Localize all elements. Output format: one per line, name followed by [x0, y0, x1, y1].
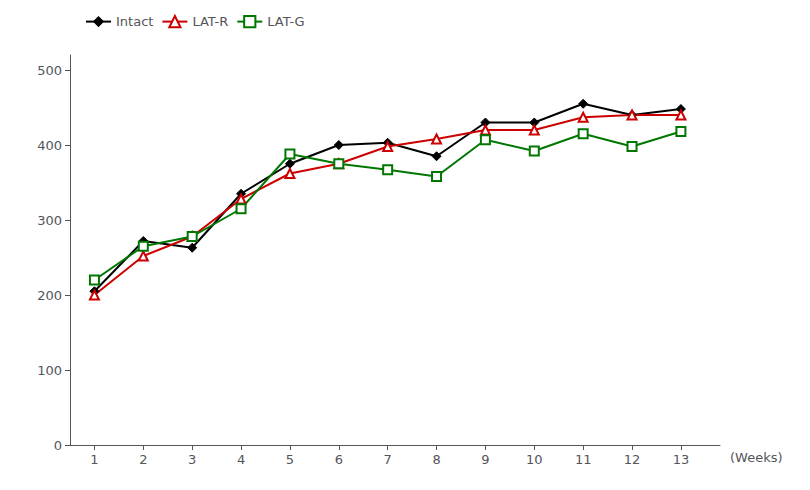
svg-text:0: 0 [54, 438, 62, 453]
svg-text:12: 12 [624, 452, 641, 467]
svg-text:500: 500 [37, 63, 62, 78]
svg-text:LAT-G: LAT-G [267, 14, 304, 29]
svg-text:9: 9 [481, 452, 489, 467]
svg-text:Intact: Intact [116, 14, 153, 29]
svg-text:100: 100 [37, 363, 62, 378]
svg-text:300: 300 [37, 213, 62, 228]
svg-text:11: 11 [575, 452, 592, 467]
svg-text:3: 3 [188, 452, 196, 467]
svg-text:2: 2 [139, 452, 147, 467]
svg-text:7: 7 [384, 452, 392, 467]
svg-text:400: 400 [37, 138, 62, 153]
svg-text:5: 5 [286, 452, 294, 467]
svg-text:1: 1 [90, 452, 98, 467]
svg-text:8: 8 [432, 452, 440, 467]
svg-text:(Weeks): (Weeks) [730, 450, 783, 465]
svg-text:10: 10 [526, 452, 543, 467]
svg-text:6: 6 [335, 452, 343, 467]
svg-text:200: 200 [37, 288, 62, 303]
svg-text:13: 13 [673, 452, 690, 467]
svg-text:LAT-R: LAT-R [192, 14, 228, 29]
svg-text:4: 4 [237, 452, 245, 467]
